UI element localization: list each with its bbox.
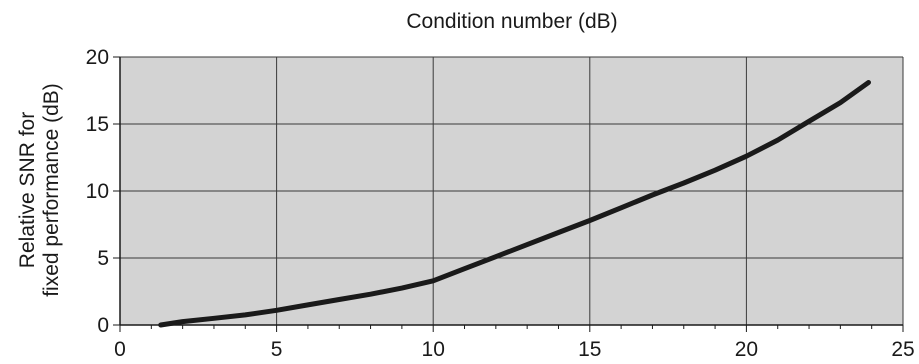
y-tick-label: 0 — [97, 314, 109, 337]
y-axis-label-line-1: Relative SNR for — [16, 112, 39, 268]
ticks: 0 5 10 15 20 25 0 5 10 15 20 — [86, 46, 915, 361]
x-tick-label: 20 — [735, 338, 758, 361]
y-tick-label: 10 — [86, 180, 109, 203]
grid — [120, 56, 904, 325]
x-tick-label: 5 — [271, 338, 283, 361]
chart-title: Condition number (dB) — [406, 10, 617, 33]
y-axis-label-line-2: fixed performance (dB) — [40, 83, 63, 297]
y-tick-label: 5 — [97, 247, 109, 270]
x-tick-label: 15 — [578, 338, 601, 361]
series-line-0 — [158, 80, 871, 328]
x-tick-label: 0 — [114, 338, 126, 361]
y-tick-label: 15 — [86, 113, 109, 136]
x-tick-label: 25 — [891, 338, 914, 361]
x-tick-label: 10 — [422, 338, 445, 361]
series-layer — [158, 80, 871, 328]
y-tick-label: 20 — [86, 46, 109, 69]
